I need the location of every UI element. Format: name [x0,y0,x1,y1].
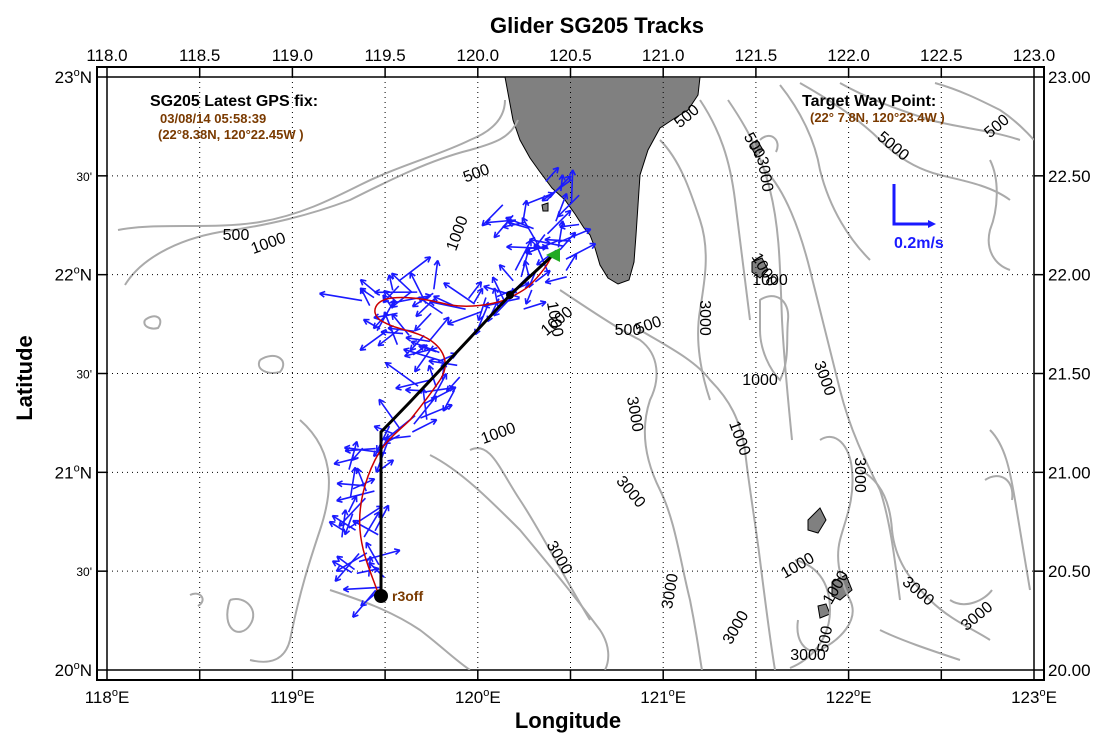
scale-label: 0.2m/s [894,235,944,252]
top-tick-label: 118.0 [86,46,127,65]
island-3 [808,508,826,533]
left-tick-label: 21oN [55,462,92,482]
target-info: Target Way Point: (22° 7.8N, 120°23.4W ) [802,93,945,125]
top-tick-label: 120.5 [549,46,592,65]
bottom-tick-label: 119oE [270,687,315,707]
contour-label: 3000 [612,473,648,511]
contour-label: 500 [461,161,492,186]
left-tick-label: 30' [76,368,92,382]
contour-label: 1000 [249,230,288,258]
left-tick-label: 23oN [55,67,92,87]
contour-label: 3000 [659,572,682,610]
contour-label: 3000 [696,300,713,336]
contour-label: 1000 [479,420,518,448]
contour-label: 500 [615,322,642,339]
right-tick-label: 22.00 [1048,266,1091,285]
target-position: (22° 7.8N, 120°23.4W ) [810,110,945,125]
bottom-tick-label: 122oE [826,687,872,707]
gps-fix-date: 03/08/14 05:58:39 [160,111,266,126]
top-tick-label: 119.5 [364,46,405,65]
right-tick-label: 21.50 [1048,365,1091,384]
contour-label: 5000 [874,129,912,165]
map-title: Glider SG205 Tracks [490,13,704,38]
island-6 [542,203,548,211]
gps-fix-heading: SG205 Latest GPS fix: [150,93,318,110]
land-masses [505,77,852,618]
top-tick-label: 121.0 [642,46,685,65]
contour-label: 3000 [899,574,937,610]
top-tick-label: 122.0 [827,46,870,65]
contour-label: 3000 [851,457,868,493]
y-axis-label: Latitude [12,335,37,421]
top-tick-label: 123.0 [1013,46,1056,65]
contour-label: 1000 [725,419,753,458]
top-tick-label: 121.5 [735,46,778,65]
target-heading: Target Way Point: [802,93,936,110]
x-axis-label: Longitude [515,708,621,733]
contour-label: 3000 [623,395,646,433]
right-tick-label: 22.50 [1048,167,1091,186]
right-tick-label: 20.00 [1048,661,1091,680]
left-tick-label: 30' [76,565,92,579]
right-tick-label: 23.00 [1048,68,1091,87]
bottom-tick-label: 123oE [1011,687,1057,707]
bottom-tick-label: 121oE [640,687,686,707]
left-tick-label: 22oN [55,265,92,285]
right-tick-label: 21.00 [1048,463,1091,482]
contour-label: 1000 [742,372,778,389]
top-tick-label: 118.5 [179,46,220,65]
contour-label: 1000 [752,272,788,289]
top-tick-label: 119.0 [272,46,313,65]
top-tick-label: 122.5 [920,46,963,65]
right-tick-label: 20.50 [1048,562,1091,581]
station-label: r3off [392,588,423,604]
left-tick-label: 20oN [55,660,92,680]
contour-label: 500 [223,227,250,244]
contour-label: 500 [815,625,836,654]
top-tick-label: 120.0 [457,46,500,65]
gps-fix-position: (22°8.38N, 120°22.45W ) [158,127,304,142]
island-5 [818,604,830,618]
contour-label: 3000 [720,608,753,647]
bottom-tick-label: 118oE [85,687,130,707]
contour-label: 3000 [753,155,776,193]
bottom-tick-label: 120oE [455,687,501,707]
velocity-scale: 0.2m/s [894,184,944,252]
contour-label: 1000 [778,550,817,583]
contour-label: 1000 [444,214,472,253]
left-tick-label: 30' [76,170,92,184]
taiwan-landmass [505,77,700,284]
